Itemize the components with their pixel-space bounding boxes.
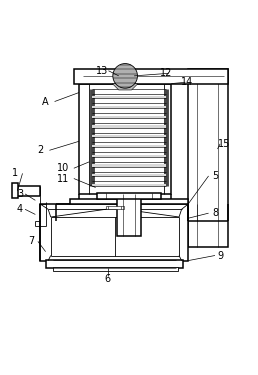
Bar <box>92 135 166 138</box>
Bar <box>17 186 41 196</box>
Bar <box>74 69 228 84</box>
Bar <box>41 204 188 261</box>
Text: 15: 15 <box>218 139 230 149</box>
Bar <box>92 154 166 157</box>
Bar <box>106 206 124 209</box>
Bar <box>53 267 178 271</box>
Text: 12: 12 <box>160 68 172 78</box>
Text: 3: 3 <box>17 189 23 199</box>
Bar <box>97 193 161 199</box>
Bar <box>70 198 188 204</box>
Bar <box>12 183 18 198</box>
Text: 8: 8 <box>212 208 218 218</box>
Bar <box>92 174 166 177</box>
Text: 2: 2 <box>37 145 44 155</box>
Bar <box>92 106 166 108</box>
Text: 11: 11 <box>58 174 70 183</box>
Bar <box>92 116 166 118</box>
Bar <box>92 164 166 167</box>
Text: A: A <box>42 96 49 106</box>
Bar <box>117 194 141 236</box>
Bar <box>92 125 166 128</box>
Bar <box>79 84 171 194</box>
Bar <box>92 184 166 186</box>
Text: 6: 6 <box>104 274 110 284</box>
Text: 7: 7 <box>28 236 35 246</box>
Text: 10: 10 <box>58 163 70 173</box>
Bar <box>188 69 228 246</box>
Text: 5: 5 <box>212 171 218 181</box>
Bar <box>92 145 166 147</box>
Text: 4: 4 <box>17 204 23 214</box>
Text: 13: 13 <box>96 66 108 76</box>
Circle shape <box>113 63 138 88</box>
Text: 9: 9 <box>217 251 223 261</box>
Bar <box>46 260 183 268</box>
Polygon shape <box>112 84 138 90</box>
Text: 14: 14 <box>181 77 193 87</box>
Text: 1: 1 <box>12 168 18 178</box>
Bar <box>92 96 166 99</box>
